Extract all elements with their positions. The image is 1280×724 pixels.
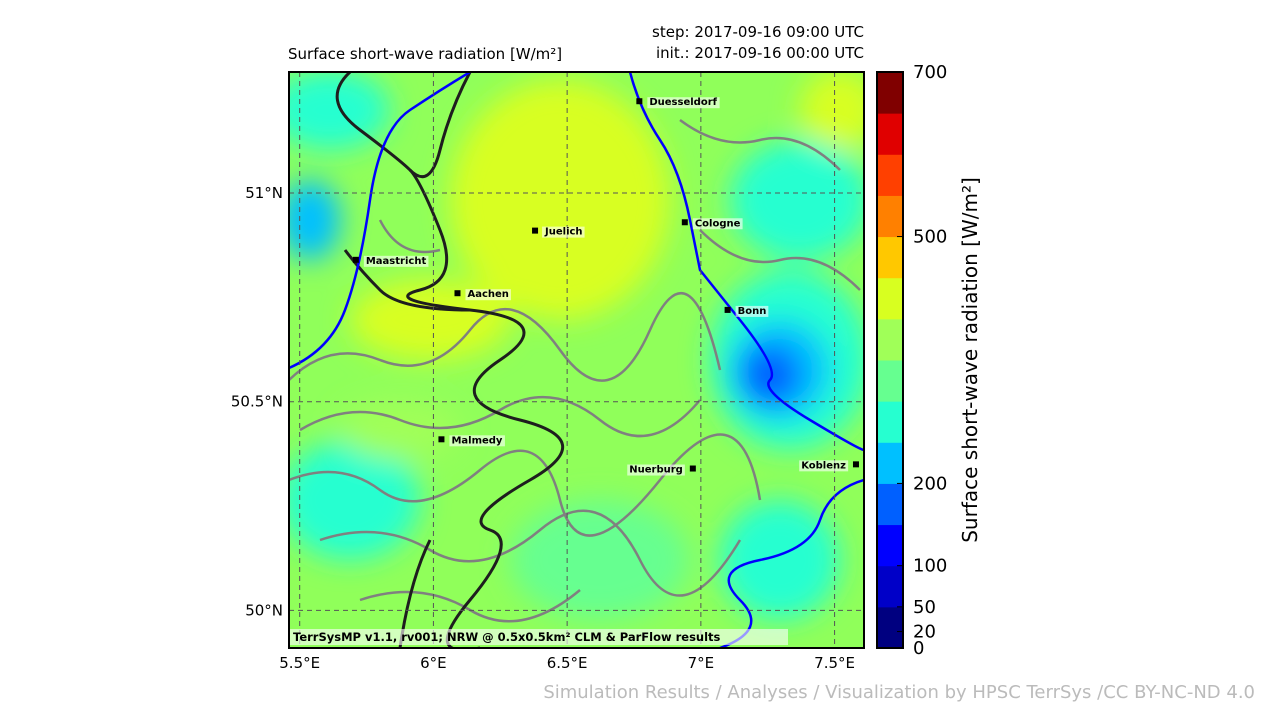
- x-tick-label: 6.5°E: [547, 654, 588, 672]
- colorbar-band: [877, 565, 903, 608]
- city-label-bg: [692, 218, 743, 230]
- city-marker: [724, 306, 731, 313]
- city-label-bg: [363, 255, 429, 267]
- x-tick-label: 7°E: [688, 654, 715, 672]
- colorbar-band: [877, 360, 903, 402]
- grid: [289, 72, 864, 648]
- x-tick-label: 7.5°E: [814, 654, 855, 672]
- y-tick-label: 50.5°N: [231, 393, 283, 411]
- city-label-bg: [465, 289, 511, 301]
- y-tick-label: 51°N: [245, 184, 283, 202]
- contours: [289, 118, 861, 623]
- colorbar-tick-label: 100: [913, 556, 947, 577]
- footer: Simulation Results / Analyses / Visualiz…: [543, 682, 1255, 703]
- colorbar-band: [877, 72, 903, 114]
- city-label: Cologne: [695, 218, 741, 229]
- colorbar-band: [877, 113, 903, 155]
- colorbar-band: [877, 442, 903, 484]
- colorbar-band: [877, 236, 903, 279]
- city-label-bg: [799, 460, 849, 472]
- city-marker: [636, 98, 643, 105]
- colorbar-frame: [876, 71, 904, 649]
- colorbar-band: [877, 277, 903, 320]
- city-label-bg: [735, 305, 769, 317]
- init: init.: 2017-09-16 00:00 UTC: [656, 44, 864, 62]
- city-label: Aachen: [467, 289, 508, 300]
- map-frame: [288, 71, 865, 649]
- city-marker: [852, 461, 859, 468]
- colorbar-tick-label: 0: [913, 638, 924, 659]
- city-label-bg: [542, 226, 585, 238]
- city-label-bg: [627, 464, 685, 476]
- city-label: Maastricht: [366, 256, 427, 267]
- city-marker: [689, 465, 696, 472]
- credit: TerrSysMP v1.1, rv001; NRW @ 0.5x0.5km² …: [293, 630, 721, 644]
- cities: Duesseldorf Juelich Cologne Maastricht Aache…: [352, 97, 859, 476]
- x-tick-label: 6°E: [420, 654, 447, 672]
- colorbar-tick-label: 20: [913, 622, 936, 643]
- colorbar-band: [877, 524, 903, 567]
- city-marker: [438, 436, 445, 443]
- city-marker: [454, 290, 461, 297]
- colorbar-band: [877, 195, 903, 238]
- credit-box: [290, 629, 788, 645]
- x-tick-label: 5.5°E: [279, 654, 320, 672]
- colorbar-band: [877, 154, 903, 196]
- city-marker: [681, 219, 688, 226]
- city-label: Duesseldorf: [649, 97, 717, 108]
- city-label: Koblenz: [801, 460, 846, 471]
- city-label: Malmedy: [451, 435, 502, 446]
- colorbar-band: [877, 401, 903, 443]
- colorbar-tick-label: 700: [913, 62, 947, 83]
- city-label-bg: [449, 435, 505, 447]
- colorbar-label: Surface short-wave radiation [W/m²]: [958, 177, 982, 543]
- city-label-bg: [647, 97, 720, 109]
- city-marker: [532, 227, 539, 234]
- colorbar: [877, 71, 903, 649]
- title: Surface short-wave radiation [W/m²]: [288, 45, 562, 63]
- city-label: Bonn: [738, 306, 767, 317]
- city-label: Nuerburg: [629, 465, 683, 476]
- radiation-field: [289, 72, 864, 648]
- step: step: 2017-09-16 09:00 UTC: [652, 23, 864, 41]
- y-tick-label: 50°N: [245, 601, 283, 619]
- colorbar-band: [877, 483, 903, 526]
- rivers: [289, 72, 864, 648]
- colorbar-tick-label: 500: [913, 227, 947, 248]
- city-marker: [352, 256, 359, 263]
- city-label: Juelich: [544, 227, 583, 238]
- colorbar-tick-label: 200: [913, 473, 947, 494]
- colorbar-tick-label: 50: [913, 597, 936, 618]
- colorbar-band: [877, 606, 903, 649]
- colorbar-band: [877, 318, 903, 361]
